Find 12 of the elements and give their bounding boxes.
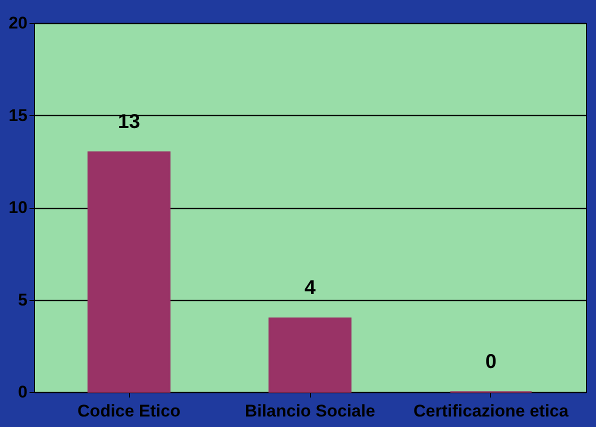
x-tick-label: Bilancio Sociale: [244, 402, 376, 420]
data-label: 4: [304, 277, 316, 300]
y-tick-label: 0: [18, 382, 28, 402]
bar: [268, 317, 352, 393]
y-tick-label: 5: [18, 290, 28, 310]
x-tick-label: Codice Etico: [78, 402, 180, 420]
data-label: 0: [485, 351, 497, 373]
y-tick-label: 15: [8, 106, 28, 125]
x-tick-label: Certificazione etica: [414, 402, 569, 420]
bar: [88, 151, 170, 393]
y-tick-label: 10: [8, 198, 28, 217]
y-tick-label: 20: [8, 14, 28, 32]
